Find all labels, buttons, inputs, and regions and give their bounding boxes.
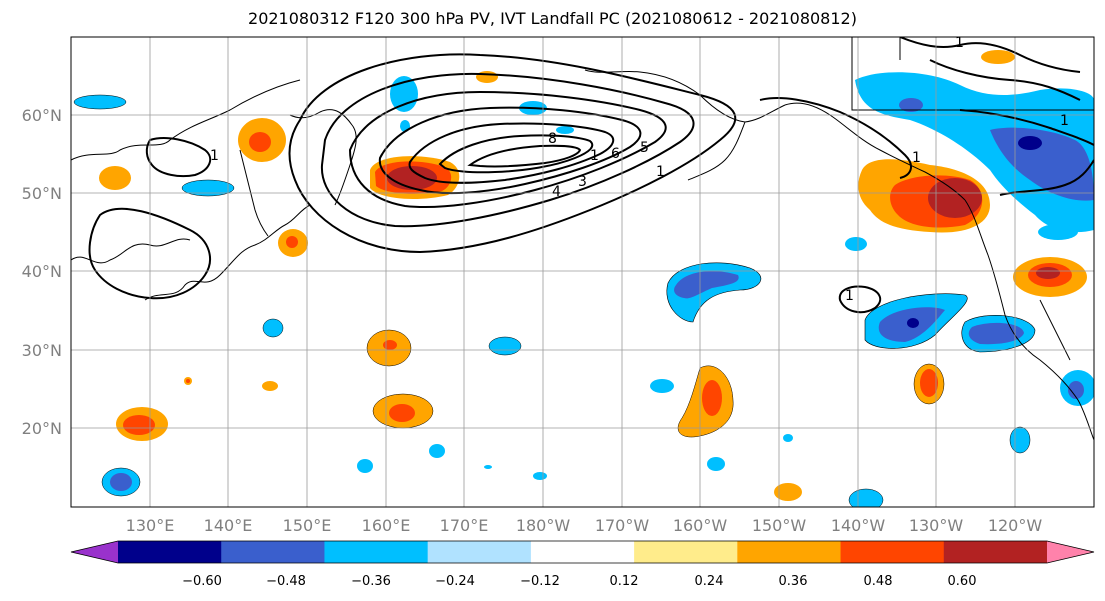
colorbar-segment <box>221 541 325 563</box>
latitude-labels: 60°N 50°N 40°N 30°N 20°N <box>22 106 62 438</box>
lon-label: 160°W <box>673 516 728 535</box>
colorbar-tick-label: 0.48 <box>864 574 893 589</box>
colorbar-segment <box>737 541 842 563</box>
colorbar-segment <box>530 541 635 563</box>
lat-label: 40°N <box>22 262 62 281</box>
colorbar-tick-label: 0.36 <box>779 574 808 589</box>
contour-label-1d: 1 <box>845 288 854 304</box>
contour-label-1g: 1 <box>1060 113 1069 129</box>
colorbar-segment <box>840 541 945 563</box>
contour-label-1c: 1 <box>210 148 219 164</box>
colorbar-tick-label: −0.12 <box>520 574 560 589</box>
colorbar-tick-label: −0.36 <box>351 574 391 589</box>
positive-anomaly-gulf-of-alaska <box>858 50 1087 405</box>
lon-label: 140°W <box>831 516 886 535</box>
lon-label: 130°E <box>126 516 175 535</box>
colorbar-tick-label: −0.48 <box>266 574 306 589</box>
lon-label: 170°E <box>440 516 489 535</box>
contour-label-1b: 1 <box>656 164 665 180</box>
positive-anomaly-kamchatka <box>370 156 460 200</box>
colorbar-segment <box>71 541 118 563</box>
contour-label-1: 1 <box>590 148 599 164</box>
contour-labels: 8 1 4 3 6 5 1 1 1 1 1 1 <box>210 35 1069 304</box>
contour-label-8: 8 <box>548 131 557 147</box>
colorbar-tick-label: 0.12 <box>610 574 639 589</box>
longitude-labels: 130°E 140°E 150°E 160°E 170°E 180°W 170°… <box>126 516 1043 535</box>
lon-label: 120°W <box>988 516 1043 535</box>
positive-anomaly-nw-pacific <box>99 71 498 441</box>
lat-label: 20°N <box>22 419 62 438</box>
colorbar-tick-label: 0.24 <box>695 574 724 589</box>
map-frame <box>70 36 1095 508</box>
contour-label-5: 5 <box>640 140 649 156</box>
lat-label: 60°N <box>22 106 62 125</box>
lat-label: 50°N <box>22 184 62 203</box>
colorbar-segment <box>324 541 429 563</box>
contour-label-1e: 1 <box>955 35 964 51</box>
negative-anomaly-central-pacific <box>666 262 762 323</box>
lon-label: 170°W <box>595 516 650 535</box>
colorbar-outline <box>70 540 1095 564</box>
contour-label-6: 6 <box>611 146 620 162</box>
colorbar-segment <box>1047 541 1094 563</box>
lon-label: 180°W <box>516 516 571 535</box>
colorbar <box>70 540 1095 564</box>
colorbar-segment <box>427 541 532 563</box>
colorbar-tick-label: −0.24 <box>435 574 475 589</box>
lon-label: 160°E <box>362 516 411 535</box>
contour-label-4: 4 <box>552 184 561 200</box>
contour-label-1f: 1 <box>912 150 921 166</box>
negative-anomaly-ne-pacific <box>864 293 1094 406</box>
lon-label: 150°W <box>752 516 807 535</box>
negative-anomaly-alaska-canada <box>855 72 1094 240</box>
lon-label: 150°E <box>283 516 332 535</box>
colorbar-segment <box>943 541 1048 563</box>
pv-contours <box>88 37 1094 314</box>
lon-label: 130°W <box>909 516 964 535</box>
lon-label: 140°E <box>204 516 253 535</box>
colorbar-tick-label: 0.60 <box>948 574 977 589</box>
colorbar-segment <box>118 541 222 563</box>
map-title: 2021080312 F120 300 hPa PV, IVT Landfall… <box>248 9 857 28</box>
graticule <box>71 37 1094 507</box>
positive-anomaly-hawaii <box>677 365 802 501</box>
colorbar-labels: −0.60 −0.48 −0.36 −0.24 −0.12 0.12 0.24 … <box>182 574 976 589</box>
contour-label-3: 3 <box>578 174 587 190</box>
lat-label: 30°N <box>22 341 62 360</box>
colorbar-tick-label: −0.60 <box>182 574 222 589</box>
colorbar-segment <box>634 541 738 563</box>
